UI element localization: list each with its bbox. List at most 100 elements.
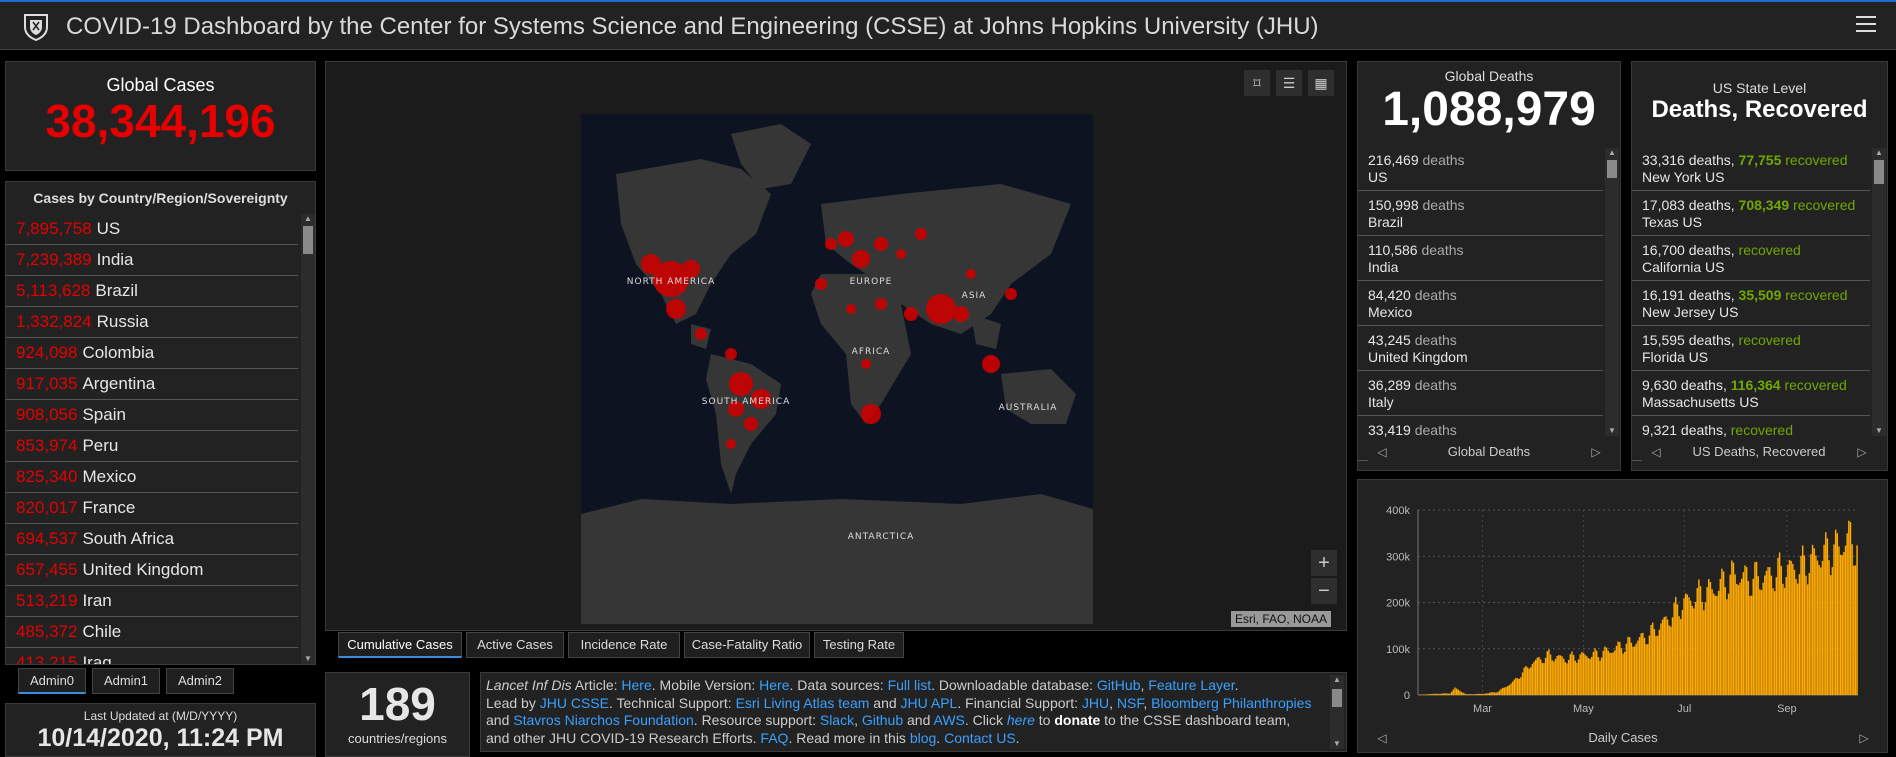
- donate-here-link[interactable]: here: [1006, 712, 1035, 728]
- scroll-up-icon[interactable]: ▲: [1875, 148, 1883, 157]
- country-row[interactable]: 1,332,824 Russia: [6, 307, 298, 338]
- global-deaths-list[interactable]: 216,469 deaths US 150,998 deaths Brazil 110,…: [1358, 146, 1603, 498]
- next-arrow-icon[interactable]: ▷: [1859, 731, 1869, 745]
- country-row[interactable]: 908,056 Spain: [6, 400, 298, 431]
- jhu-apl-link[interactable]: JHU APL: [900, 694, 958, 711]
- country-row[interactable]: 825,340 Mexico: [6, 462, 298, 493]
- scroll-thumb[interactable]: [1607, 160, 1617, 178]
- scroll-up-icon[interactable]: ▲: [304, 214, 312, 223]
- tab-admin2[interactable]: Admin2: [166, 668, 234, 694]
- tab-cumulative-cases[interactable]: Cumulative Cases: [338, 632, 462, 658]
- prev-arrow-icon[interactable]: ◁: [1377, 731, 1387, 745]
- country-row[interactable]: 7,895,758 US: [6, 214, 298, 245]
- scroll-down-icon[interactable]: ▼: [1875, 426, 1883, 435]
- deaths-row[interactable]: 110,586 deaths India: [1358, 236, 1603, 281]
- contact-link[interactable]: Contact US: [944, 729, 1016, 746]
- deaths-line: 110,586 deaths: [1368, 242, 1603, 259]
- daily-cases-bar: [1444, 693, 1446, 695]
- scroll-thumb[interactable]: [1332, 689, 1342, 707]
- zoom-in-button[interactable]: +: [1311, 550, 1337, 576]
- country-row[interactable]: 7,239,389 India: [6, 245, 298, 276]
- scroll-thumb[interactable]: [303, 226, 313, 254]
- feature-layer-link[interactable]: Feature Layer: [1148, 677, 1235, 693]
- deaths-row[interactable]: 84,420 deaths Mexico: [1358, 281, 1603, 326]
- country-row[interactable]: 5,113,628 Brazil: [6, 276, 298, 307]
- tab-admin1[interactable]: Admin1: [92, 668, 160, 694]
- deaths-row[interactable]: 216,469 deaths US: [1358, 146, 1603, 191]
- daily-cases-bar: [1452, 689, 1455, 695]
- country-row[interactable]: 853,974 Peru: [6, 431, 298, 462]
- info-scrollbar[interactable]: ▲ ▼: [1330, 675, 1344, 749]
- country-row[interactable]: 513,219 Iran: [6, 586, 298, 617]
- us-state-row[interactable]: 15,595 deaths, recovered Florida US: [1632, 326, 1870, 371]
- tab-incidence-rate[interactable]: Incidence Rate: [568, 632, 680, 658]
- us-state-list[interactable]: 33,316 deaths, 77,755 recovered New York …: [1632, 146, 1870, 498]
- country-list-title: Cases by Country/Region/Sovereignty: [33, 190, 288, 206]
- deaths-scrollbar[interactable]: ▲ ▼: [1605, 148, 1619, 436]
- scroll-thumb[interactable]: [1874, 160, 1884, 184]
- bloomberg-link[interactable]: Bloomberg Philanthropies: [1151, 694, 1312, 711]
- tab-testing-rate[interactable]: Testing Rate: [814, 632, 904, 658]
- aws-link[interactable]: AWS: [933, 712, 965, 728]
- menu-icon[interactable]: [1856, 16, 1876, 34]
- bookmark-icon[interactable]: ⌑: [1244, 70, 1270, 96]
- tab-admin0[interactable]: Admin0: [18, 668, 86, 694]
- country-row[interactable]: 413,215 Iraq: [6, 648, 298, 664]
- us-state-row[interactable]: 16,700 deaths, recovered California US: [1632, 236, 1870, 281]
- scroll-down-icon[interactable]: ▼: [1608, 426, 1616, 435]
- article-link[interactable]: Here: [621, 677, 652, 693]
- scroll-down-icon[interactable]: ▼: [1333, 739, 1341, 748]
- country-row[interactable]: 820,017 France: [6, 493, 298, 524]
- deaths-row[interactable]: 43,245 deaths United Kingdom: [1358, 326, 1603, 371]
- blog-link[interactable]: blog: [909, 729, 937, 746]
- world-map[interactable]: NORTH AMERICA SOUTH AMERICA EUROPE ASIA …: [581, 114, 1093, 624]
- github-link[interactable]: GitHub: [1096, 677, 1141, 693]
- us-state-row[interactable]: 9,630 deaths, 116,364 recovered Massachus…: [1632, 371, 1870, 416]
- country-row[interactable]: 657,455 United Kingdom: [6, 555, 298, 586]
- stavros-link[interactable]: Stavros Niarchos Foundation: [513, 712, 694, 728]
- state-recovered-label: recovered: [1738, 242, 1801, 258]
- daily-cases-bar: [1729, 574, 1731, 695]
- country-row[interactable]: 924,098 Colombia: [6, 338, 298, 369]
- us-state-row[interactable]: 33,316 deaths, 77,755 recovered New York …: [1632, 146, 1870, 191]
- state-recovered: 116,364: [1730, 377, 1781, 393]
- tab-case-fatality-ratio[interactable]: Case-Fatality Ratio: [684, 632, 810, 658]
- jhu-csse-link[interactable]: JHU CSSE: [539, 694, 609, 711]
- slack-link[interactable]: Slack: [819, 712, 855, 728]
- next-arrow-icon[interactable]: ▷: [1857, 445, 1867, 459]
- jhu-link[interactable]: JHU: [1081, 694, 1110, 711]
- mobile-link[interactable]: Here: [759, 677, 790, 693]
- scroll-up-icon[interactable]: ▲: [1333, 675, 1341, 684]
- daily-cases-chart[interactable]: 0 100k 200k 300k 400k Mar May Jul Sep: [1358, 480, 1887, 720]
- scroll-down-icon[interactable]: ▼: [304, 654, 312, 663]
- daily-cases-bar: [1696, 588, 1698, 695]
- basemap-gallery-icon[interactable]: ▦: [1308, 70, 1334, 96]
- us-scrollbar[interactable]: ▲ ▼: [1872, 148, 1886, 436]
- country-list-scrollbar[interactable]: ▲ ▼: [301, 214, 315, 664]
- jhu-shield-icon: [24, 14, 48, 42]
- daily-cases-bar: [1561, 656, 1563, 695]
- country-cases: 1,332,824: [16, 312, 92, 331]
- scroll-up-icon[interactable]: ▲: [1608, 148, 1616, 157]
- country-row[interactable]: 694,537 South Africa: [6, 524, 298, 555]
- prev-arrow-icon[interactable]: ◁: [1377, 445, 1387, 459]
- deaths-country: US: [1368, 169, 1388, 185]
- us-state-row[interactable]: 17,083 deaths, 708,349 recovered Texas US: [1632, 191, 1870, 236]
- country-list[interactable]: 7,895,758 US 7,239,389 India 5,113,628 Brazil…: [6, 214, 298, 664]
- prev-arrow-icon[interactable]: ◁: [1651, 445, 1661, 459]
- faq-link[interactable]: FAQ: [760, 729, 789, 746]
- legend-list-icon[interactable]: ☰: [1276, 70, 1302, 96]
- country-row[interactable]: 917,035 Argentina: [6, 369, 298, 400]
- nsf-link[interactable]: NSF: [1116, 694, 1144, 711]
- us-state-line: 16,191 deaths, 35,509 recovered: [1642, 287, 1870, 304]
- esri-link[interactable]: Esri Living Atlas team: [735, 694, 870, 711]
- next-arrow-icon[interactable]: ▷: [1591, 445, 1601, 459]
- tab-active-cases[interactable]: Active Cases: [466, 632, 564, 658]
- country-row[interactable]: 485,372 Chile: [6, 617, 298, 648]
- deaths-row[interactable]: 36,289 deaths Italy: [1358, 371, 1603, 416]
- us-state-row[interactable]: 16,191 deaths, 35,509 recovered New Jerse…: [1632, 281, 1870, 326]
- deaths-row[interactable]: 150,998 deaths Brazil: [1358, 191, 1603, 236]
- full-list-link[interactable]: Full list: [887, 677, 932, 693]
- github2-link[interactable]: Github: [861, 712, 904, 728]
- zoom-out-button[interactable]: −: [1311, 578, 1337, 604]
